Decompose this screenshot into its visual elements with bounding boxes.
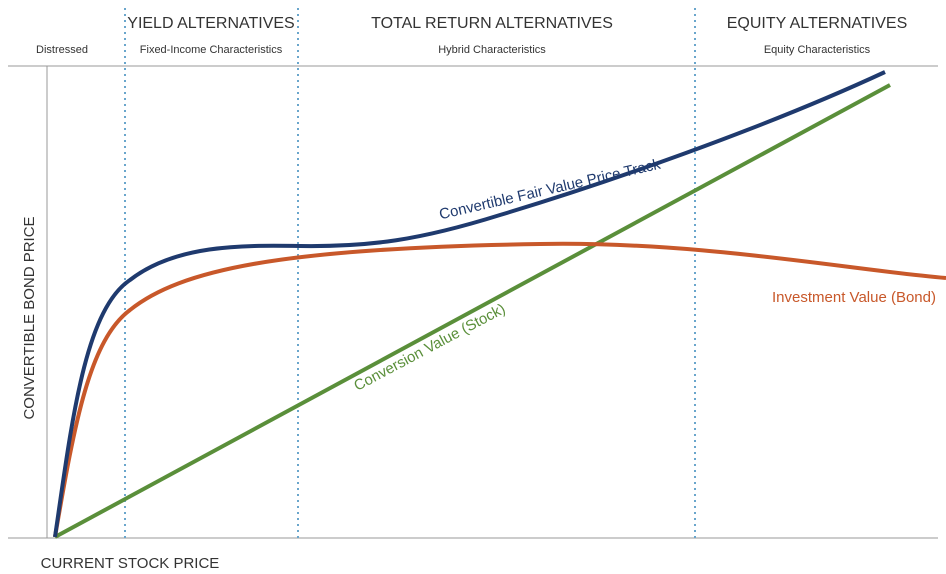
- y-axis-label: CONVERTIBLE BOND PRICE: [21, 216, 38, 419]
- region-title: TOTAL RETURN ALTERNATIVES: [371, 15, 613, 32]
- fair-value-label: Convertible Fair Value Price Track: [438, 156, 663, 224]
- region-subtitle: Hybrid Characteristics: [438, 44, 546, 56]
- investment-value-label: Investment Value (Bond): [772, 289, 936, 306]
- investment-value-curve: [53, 241, 946, 538]
- conversion-value-line: [54, 83, 891, 539]
- region-title: YIELD ALTERNATIVES: [127, 15, 294, 32]
- region-title: EQUITY ALTERNATIVES: [727, 15, 908, 32]
- region-subtitle: Distressed: [36, 44, 88, 56]
- fair-value-curve: [53, 70, 886, 538]
- region-subtitle: Equity Characteristics: [764, 44, 871, 56]
- x-axis-label: CURRENT STOCK PRICE: [41, 555, 220, 572]
- region-subtitle: Fixed-Income Characteristics: [140, 44, 283, 56]
- conversion-value-label: Conversion Value (Stock): [351, 300, 508, 394]
